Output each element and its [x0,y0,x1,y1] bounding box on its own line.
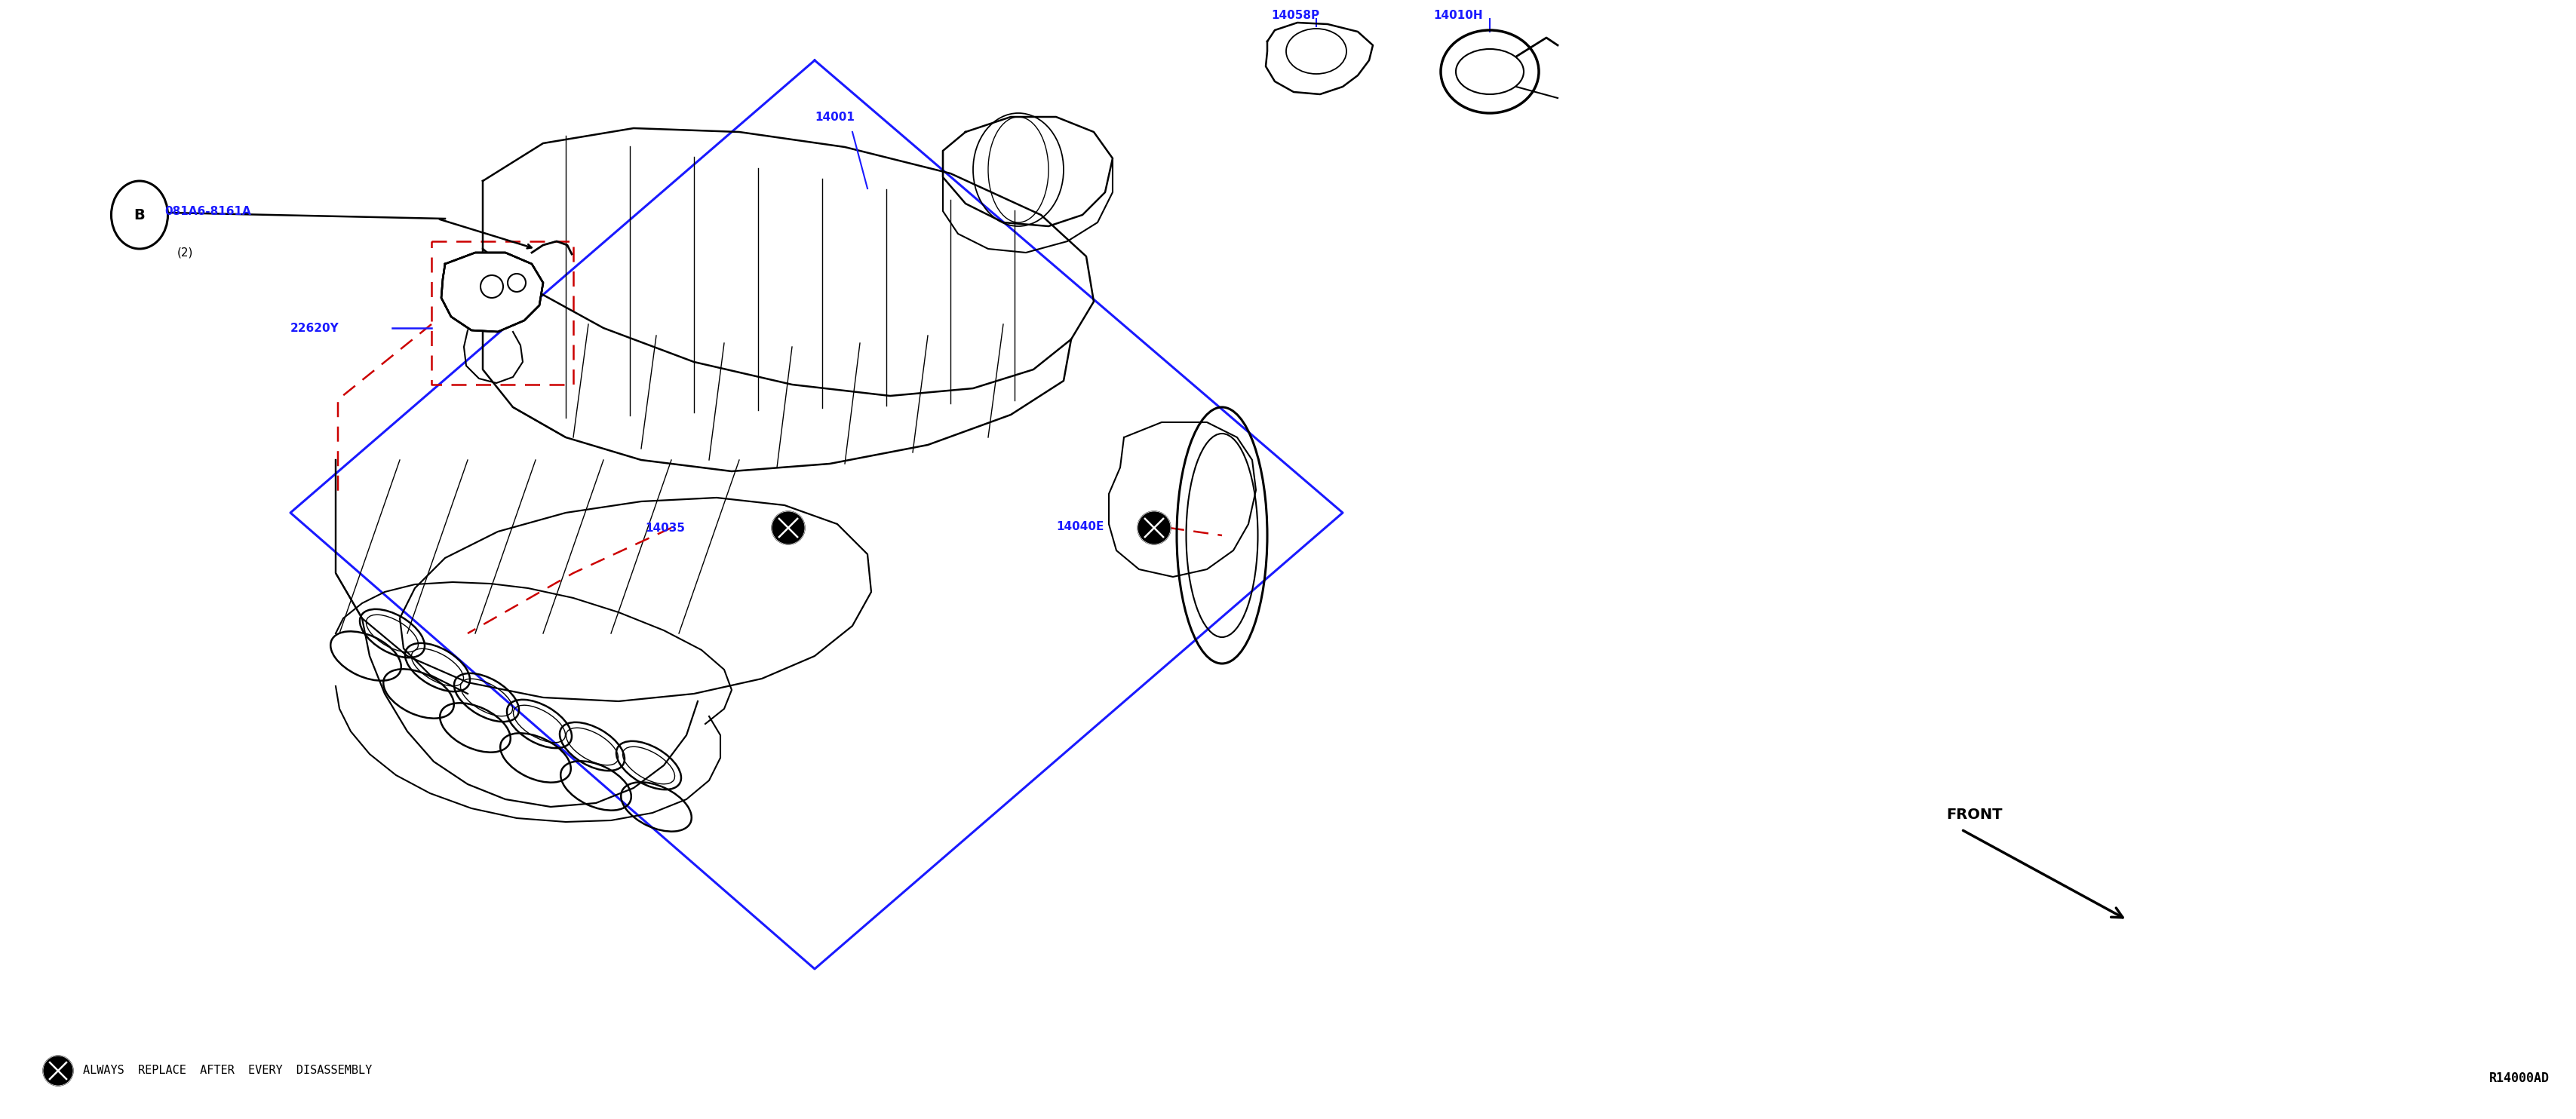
Text: 14058P: 14058P [1270,9,1319,21]
Circle shape [773,511,804,545]
Circle shape [1139,511,1170,545]
Text: ALWAYS  REPLACE  AFTER  EVERY  DISASSEMBLY: ALWAYS REPLACE AFTER EVERY DISASSEMBLY [82,1065,371,1076]
Text: 14040E: 14040E [1056,520,1105,532]
Text: FRONT: FRONT [1945,807,2002,821]
Text: (2): (2) [178,247,193,258]
Polygon shape [440,253,544,331]
Circle shape [44,1055,72,1085]
Text: 22620Y: 22620Y [291,322,340,333]
Text: B: B [134,208,144,222]
Text: 14035: 14035 [644,523,685,534]
Text: R14000AD: R14000AD [2488,1072,2550,1085]
Text: 081A6-8161A: 081A6-8161A [165,206,250,217]
Text: 14010H: 14010H [1432,9,1484,21]
Text: 14001: 14001 [814,111,855,123]
